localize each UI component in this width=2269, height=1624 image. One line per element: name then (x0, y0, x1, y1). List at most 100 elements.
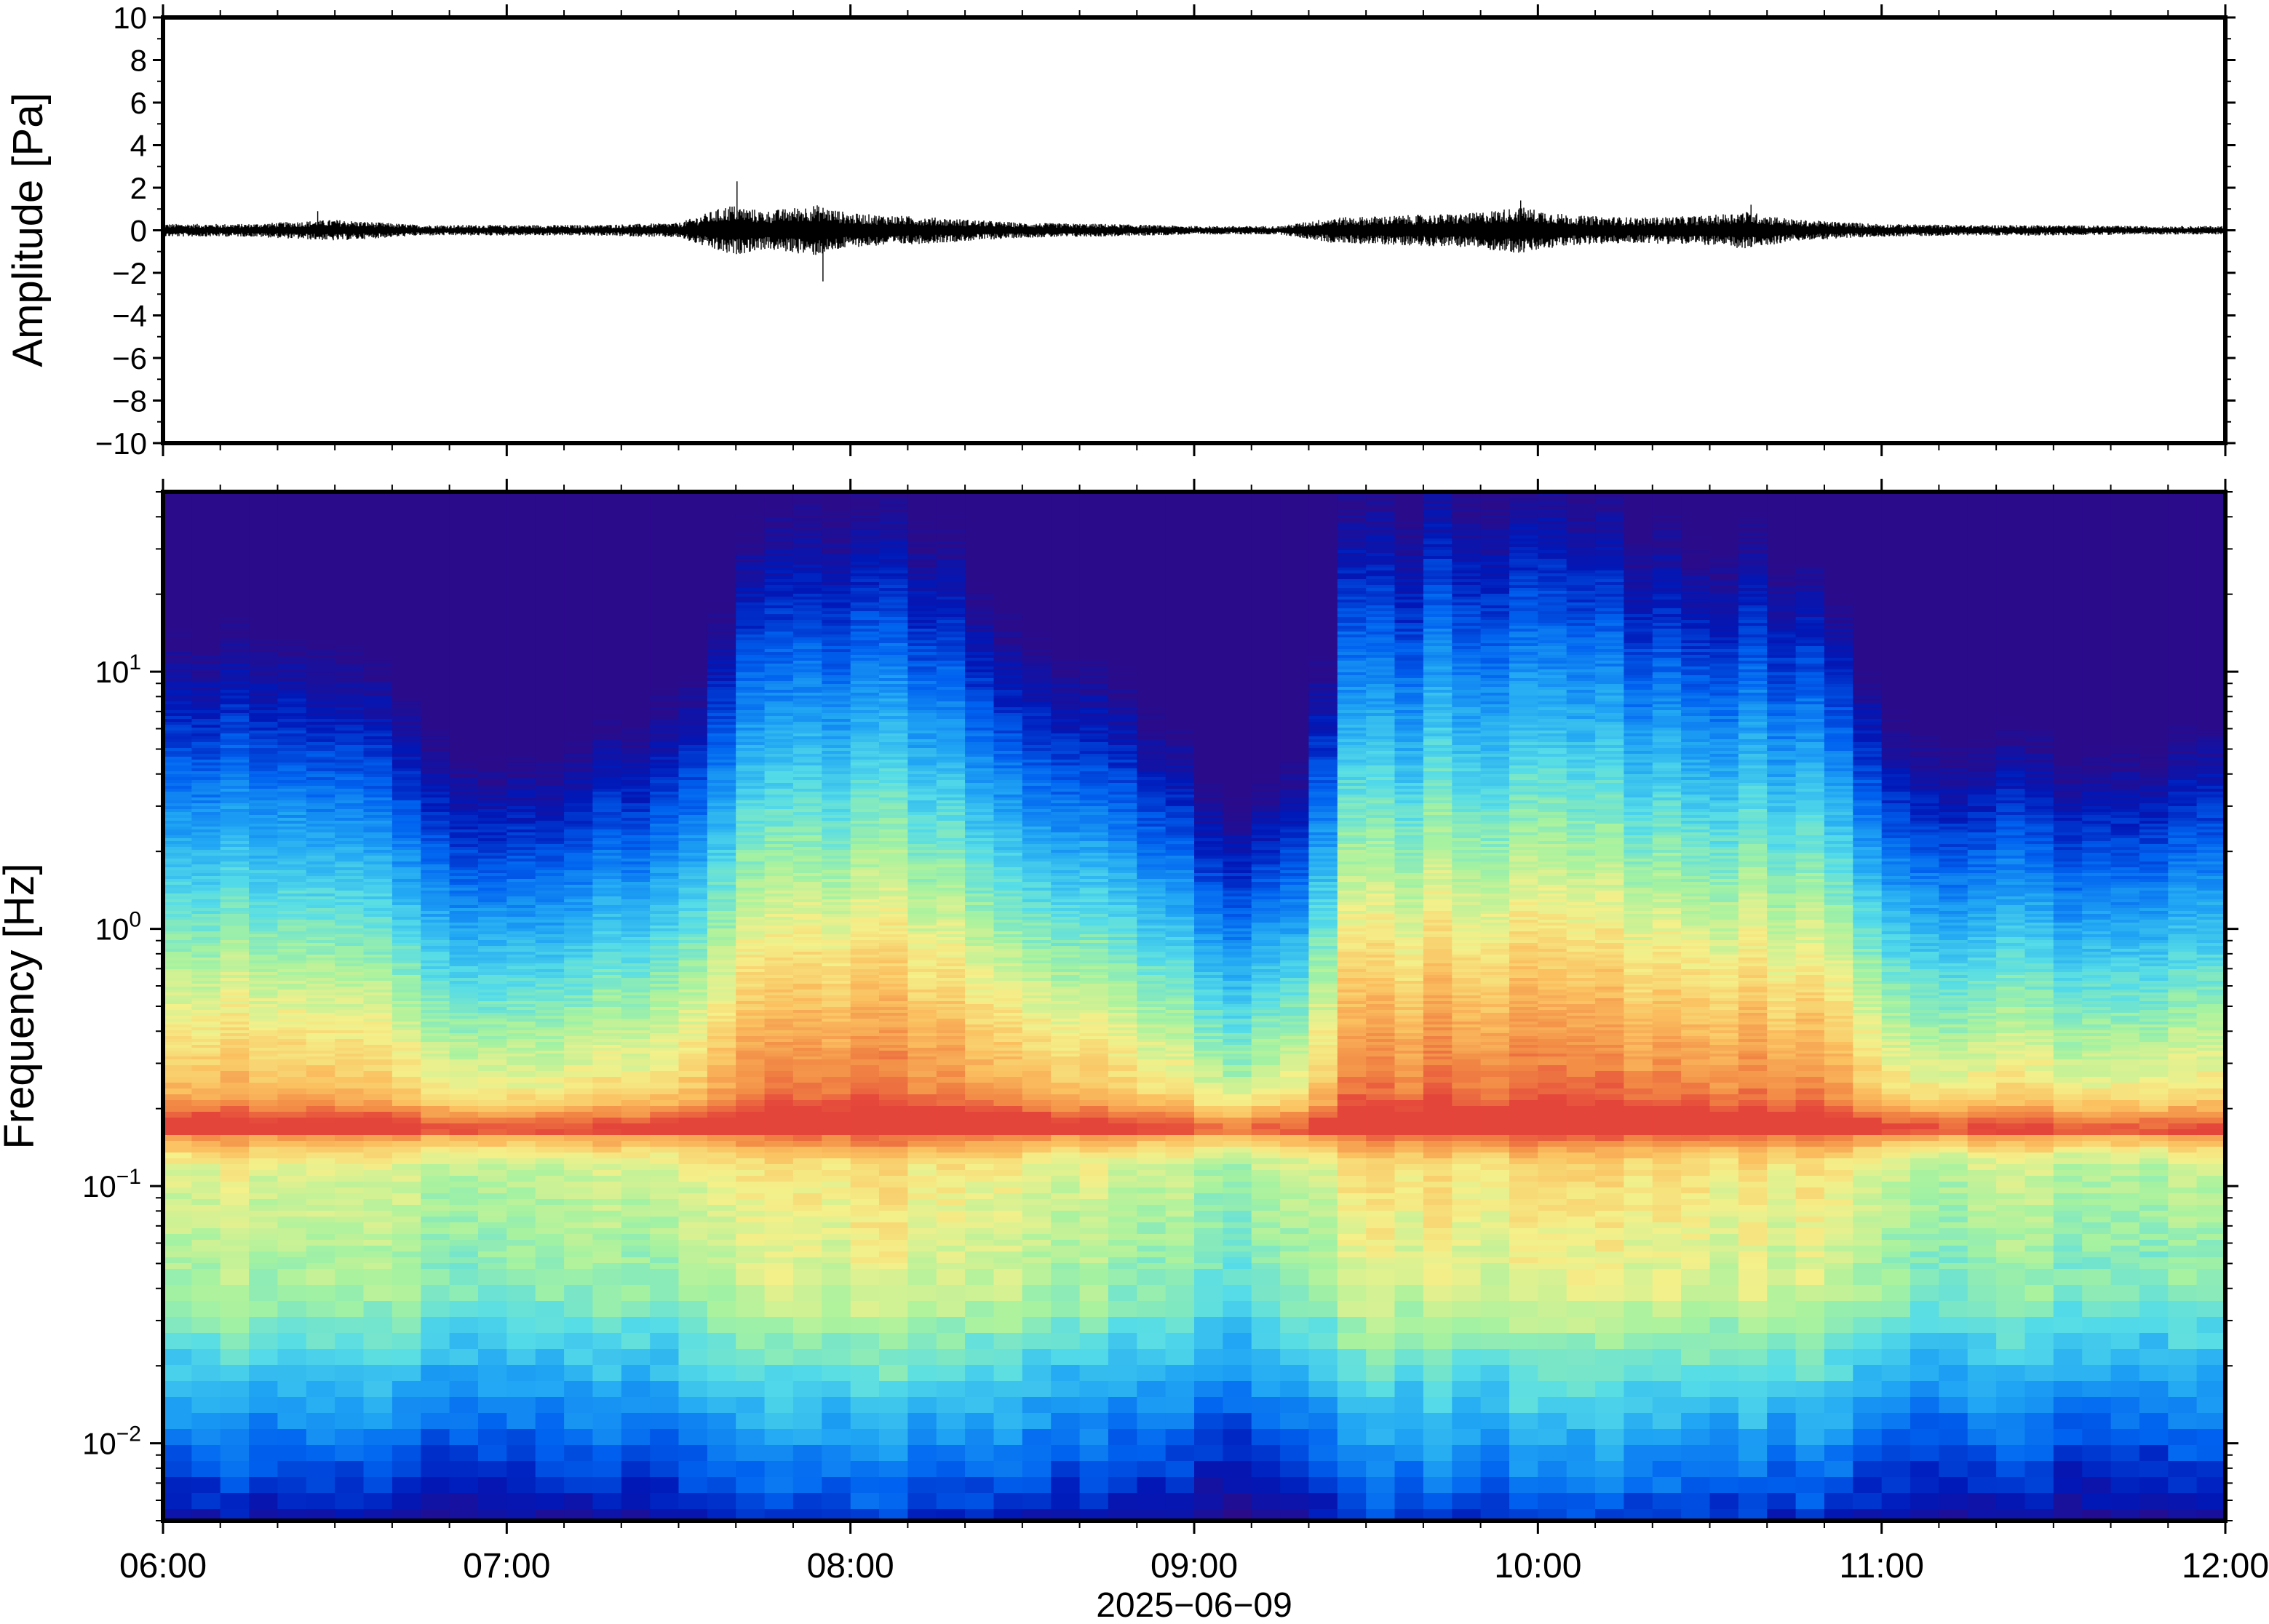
heatmap-cell (277, 972, 307, 976)
y-tick-label: 6 (130, 86, 147, 120)
heatmap-cell (592, 1048, 622, 1051)
heatmap-cell (592, 1004, 622, 1008)
heatmap-cell (220, 809, 250, 813)
heatmap-cell (564, 664, 594, 667)
heatmap-cell (506, 678, 536, 682)
heatmap-cell (191, 803, 221, 807)
heatmap-cell (335, 745, 365, 749)
heatmap-cell (650, 515, 680, 519)
heatmap-cell (564, 987, 594, 990)
heatmap-cell (392, 960, 421, 964)
heatmap-cell (678, 608, 708, 612)
heatmap-cell (592, 771, 622, 775)
heatmap-cell (707, 681, 736, 685)
heatmap-cell (421, 591, 450, 594)
heatmap-cell (249, 602, 279, 606)
heatmap-cell (191, 588, 221, 592)
heatmap-cell (592, 719, 622, 723)
heatmap-cell (449, 1141, 479, 1147)
heatmap-cell (335, 821, 365, 824)
heatmap-cell (564, 512, 594, 516)
heatmap-cell (449, 1051, 479, 1054)
heatmap-cell (191, 928, 221, 932)
heatmap-cell (678, 966, 708, 970)
heatmap-cell (335, 608, 365, 612)
heatmap-cell (564, 1129, 594, 1136)
heatmap-cell (449, 600, 479, 603)
heatmap-cell (650, 923, 680, 926)
heatmap-cell (535, 844, 565, 848)
heatmap-cell (478, 521, 507, 525)
heatmap-cell (678, 541, 708, 545)
heatmap-cell (163, 530, 192, 533)
heatmap-cell (306, 506, 335, 510)
heatmap-cell (478, 707, 507, 711)
heatmap-cell (363, 960, 393, 964)
heatmap-cell (506, 1022, 536, 1025)
heatmap-cell (506, 1228, 536, 1235)
heatmap-cell (678, 998, 708, 1002)
heatmap-cell (678, 908, 708, 912)
heatmap-cell (506, 818, 536, 821)
heatmap-cell (621, 512, 651, 516)
heatmap-cell (678, 844, 708, 848)
heatmap-cell (650, 536, 680, 539)
heatmap-cell (592, 827, 622, 830)
heatmap-cell (363, 987, 393, 990)
heatmap-cell (678, 518, 708, 522)
heatmap-cell (478, 1065, 507, 1072)
heatmap-cell (449, 867, 479, 871)
heatmap-cell (564, 632, 594, 635)
heatmap-cell (421, 1365, 450, 1382)
heatmap-cell (306, 725, 335, 728)
heatmap-cell (306, 800, 335, 804)
heatmap-cell (163, 928, 192, 932)
heatmap-cell (335, 940, 365, 944)
heatmap-cell (277, 926, 307, 929)
heatmap-cell (506, 591, 536, 594)
heatmap-cell (478, 1042, 507, 1046)
heatmap-cell (592, 946, 622, 950)
heatmap-cell (306, 582, 335, 586)
heatmap-cell (449, 643, 479, 647)
heatmap-cell (249, 911, 279, 915)
heatmap-cell (249, 544, 279, 548)
heatmap-cell (220, 943, 250, 947)
heatmap-cell (449, 990, 479, 993)
heatmap-cell (249, 1365, 279, 1382)
heatmap-cell (335, 832, 365, 836)
heatmap-cell (421, 754, 450, 757)
heatmap-cell (592, 797, 622, 801)
heatmap-cell (592, 1349, 622, 1366)
heatmap-cell (363, 995, 393, 999)
heatmap-cell (506, 812, 536, 816)
heatmap-cell (592, 1056, 622, 1060)
heatmap-cell (592, 614, 622, 618)
heatmap-cell (277, 923, 307, 926)
heatmap-cell (650, 891, 680, 894)
heatmap-cell (707, 742, 736, 746)
heatmap-cell (449, 1205, 479, 1211)
heatmap-cell (191, 629, 221, 632)
heatmap-cell (421, 1158, 450, 1165)
heatmap-cell (191, 917, 221, 920)
heatmap-cell (163, 605, 192, 609)
heatmap-cell (506, 861, 536, 865)
heatmap-cell (191, 605, 221, 609)
heatmap-cell (535, 1112, 565, 1118)
heatmap-cell (220, 1199, 250, 1206)
heatmap-cell (363, 1016, 393, 1019)
heatmap-cell (535, 687, 565, 690)
heatmap-cell (220, 1027, 250, 1031)
heatmap-cell (392, 867, 421, 871)
heatmap-cell (678, 701, 708, 705)
heatmap-cell (220, 538, 250, 542)
heatmap-cell (363, 1182, 393, 1188)
heatmap-cell (191, 658, 221, 661)
heatmap-cell (392, 698, 421, 702)
heatmap-cell (478, 969, 507, 973)
heatmap-cell (191, 623, 221, 626)
heatmap-cell (335, 1317, 365, 1334)
heatmap-cell (707, 841, 736, 845)
heatmap-cell (707, 701, 736, 705)
